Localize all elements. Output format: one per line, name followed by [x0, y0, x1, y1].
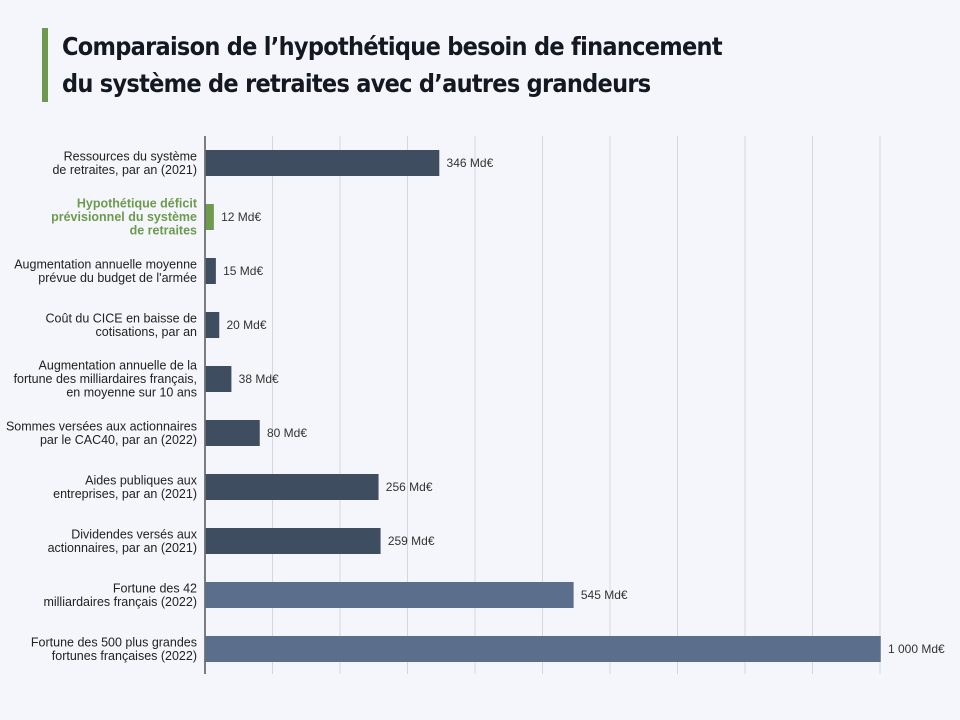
value-label: 38 Md€ [239, 372, 279, 386]
bar [205, 528, 381, 554]
category-labels: Ressources du système de retraites, par a… [6, 149, 198, 663]
category-label-line: milliardaires français (2022) [43, 595, 197, 609]
category-label: Hypothétique déficit prévisionnel du syst… [51, 197, 198, 238]
category-label: Aides publiques aux entreprises, par an (… [53, 473, 198, 501]
category-label: Augmentation annuelle moyenne prévue du b… [14, 257, 197, 285]
category-label-line: fortune des milliardaires français, [14, 372, 197, 386]
bar [205, 150, 440, 176]
bar [205, 204, 214, 230]
category-label-line: prévisionnel du système [51, 210, 197, 224]
category-label-line: Fortune des 500 plus grandes [31, 635, 197, 649]
value-label: 346 Md€ [447, 156, 494, 170]
chart-title-line-1: Comparaison de l’hypothétique besoin de … [62, 32, 723, 61]
category-label: Fortune des 42 milliardaires français (20… [43, 581, 197, 609]
value-label: 545 Md€ [581, 588, 628, 602]
category-label-line: cotisations, par an [96, 325, 197, 339]
value-label: 256 Md€ [386, 480, 433, 494]
bar [205, 420, 260, 446]
bar [205, 366, 232, 392]
category-label-line: entreprises, par an (2021) [53, 487, 197, 501]
category-label: Coût du CICE en baisse de cotisations, pa… [46, 311, 198, 339]
value-label: 80 Md€ [267, 426, 307, 440]
chart-title: Comparaison de l’hypothétique besoin de … [42, 28, 795, 102]
category-label-line: Augmentation annuelle de la [39, 359, 198, 373]
category-label: Sommes versées aux actionnaires par le CA… [6, 419, 197, 447]
bar [205, 474, 379, 500]
category-label-line: Coût du CICE en baisse de [46, 311, 198, 325]
category-label-line: prévue du budget de l'armée [38, 271, 197, 285]
category-label-line: Aides publiques aux [85, 473, 198, 487]
category-label: Ressources du système de retraites, par a… [52, 149, 197, 177]
category-label-line: Augmentation annuelle moyenne [14, 257, 197, 271]
category-label-line: en moyenne sur 10 ans [66, 386, 197, 400]
category-label: Augmentation annuelle de la fortune des m… [14, 359, 197, 400]
category-label: Fortune des 500 plus grandes fortunes fra… [31, 635, 197, 663]
bar [205, 258, 216, 284]
category-label-line: par le CAC40, par an (2022) [40, 433, 197, 447]
chart-title-line-2: du système de retraites avec d’autres gr… [62, 69, 651, 98]
bar [205, 636, 881, 662]
category-label: Dividendes versés aux actionnaires, par a… [48, 527, 198, 555]
value-label: 15 Md€ [223, 264, 263, 278]
category-label-line: de retraites [130, 224, 197, 238]
category-label-line: de retraites, par an (2021) [52, 163, 197, 177]
value-label: 12 Md€ [221, 210, 261, 224]
value-label: 20 Md€ [227, 318, 267, 332]
bar [205, 582, 574, 608]
category-label-line: Ressources du système [64, 149, 197, 163]
category-label-line: fortunes françaises (2022) [52, 649, 197, 663]
value-labels: 346 Md€ 12 Md€ 15 Md€ 20 Md€ 38 Md€ 80 Md€ 256… [221, 156, 945, 656]
value-label: 1 000 Md€ [888, 642, 945, 656]
bars [205, 150, 881, 662]
category-label-line: Fortune des 42 [113, 581, 197, 595]
category-label-line: actionnaires, par an (2021) [48, 541, 197, 555]
category-label-line: Dividendes versés aux [71, 527, 198, 541]
value-label: 259 Md€ [388, 534, 435, 548]
bar [205, 312, 220, 338]
category-label-line: Hypothétique déficit [77, 197, 198, 211]
category-label-line: Sommes versées aux actionnaires [6, 419, 197, 433]
